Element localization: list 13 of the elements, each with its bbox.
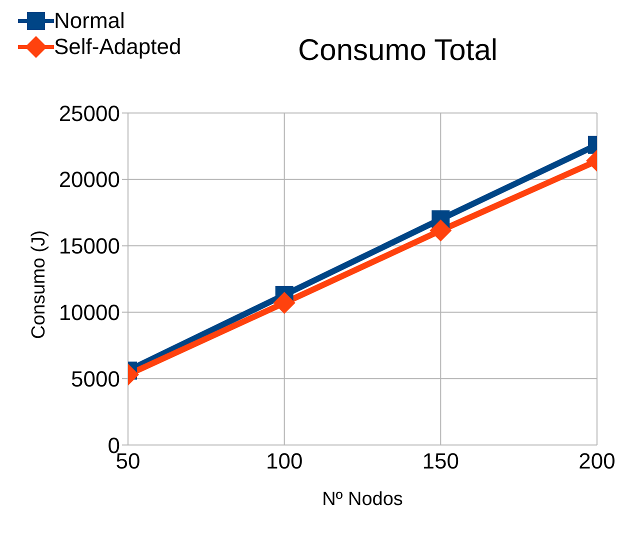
x-tick-label: 100	[266, 448, 303, 474]
legend-label: Self-Adapted	[54, 34, 182, 60]
chart-title: Consumo Total	[298, 34, 498, 68]
legend-label: Normal	[54, 8, 125, 34]
y-axis-title: Consumo (J)	[28, 230, 50, 339]
y-tick-label: 15000	[58, 234, 120, 259]
y-tick-label: 10000	[58, 300, 120, 326]
x-tick-label: 150	[422, 448, 460, 474]
x-axis-title: Nº Nodos	[322, 489, 403, 510]
y-tick-label: 5000	[71, 366, 120, 392]
y-tick-label: 25000	[58, 100, 120, 126]
x-tick-label: 200	[578, 448, 616, 474]
y-tick-label: 20000	[58, 167, 120, 192]
